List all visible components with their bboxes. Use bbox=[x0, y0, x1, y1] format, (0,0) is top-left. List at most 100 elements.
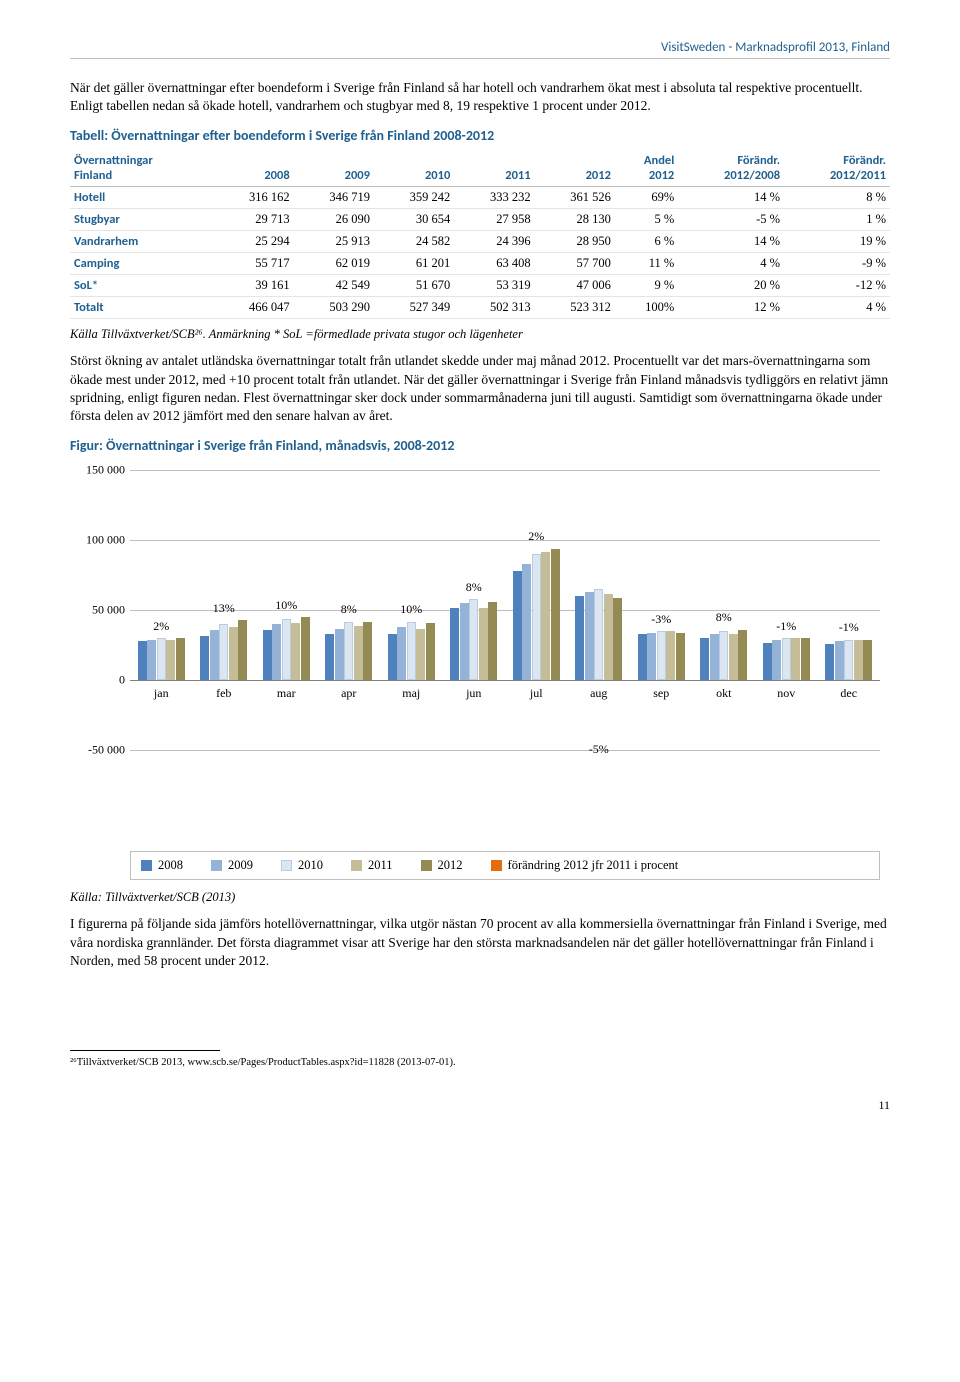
x-axis-label: sep bbox=[630, 686, 693, 701]
table-source-note: Källa Tillväxtverket/SCB²⁶. Anmärkning *… bbox=[70, 327, 890, 342]
month-group: 2% jan bbox=[130, 470, 193, 750]
month-group: -5%aug bbox=[568, 470, 631, 750]
bar bbox=[416, 629, 425, 681]
month-group: -1% dec bbox=[818, 470, 881, 750]
boendeform-table: ÖvernattningarFinland2008200920102011201… bbox=[70, 150, 890, 319]
bar bbox=[325, 634, 334, 680]
legend-item: 2012 bbox=[421, 858, 463, 873]
x-axis-label: jul bbox=[505, 686, 568, 701]
intro-paragraph-1: När det gäller övernattningar efter boen… bbox=[70, 79, 890, 115]
legend-item: 2010 bbox=[281, 858, 323, 873]
month-group: -3% sep bbox=[630, 470, 693, 750]
bar bbox=[729, 634, 738, 680]
col-header: 2010 bbox=[374, 150, 454, 187]
bar bbox=[354, 626, 363, 681]
bar bbox=[551, 549, 560, 681]
bar bbox=[479, 608, 488, 681]
month-group: -1% nov bbox=[755, 470, 818, 750]
bar bbox=[638, 634, 647, 680]
pct-change-label: 8% bbox=[341, 602, 357, 617]
bar bbox=[825, 644, 834, 680]
bar bbox=[176, 638, 185, 680]
legend-swatch bbox=[421, 860, 432, 871]
bar bbox=[335, 629, 344, 681]
bar bbox=[585, 592, 594, 680]
table-row: SoL*39 16142 54951 67053 31947 0069 %20 … bbox=[70, 275, 890, 297]
y-axis-label: 150 000 bbox=[70, 463, 125, 478]
bar bbox=[791, 638, 800, 680]
col-header: 2009 bbox=[294, 150, 374, 187]
x-axis-label: maj bbox=[380, 686, 443, 701]
bar bbox=[738, 630, 747, 680]
bar bbox=[138, 641, 147, 680]
x-axis-label: nov bbox=[755, 686, 818, 701]
paragraph-2: Störst ökning av antalet utländska övern… bbox=[70, 352, 890, 425]
bar bbox=[710, 634, 719, 680]
pct-change-label: -1% bbox=[839, 620, 859, 635]
legend-swatch bbox=[141, 860, 152, 871]
x-axis-label: feb bbox=[193, 686, 256, 701]
table-row: Camping55 71762 01961 20163 40857 70011 … bbox=[70, 253, 890, 275]
bar bbox=[676, 633, 685, 681]
x-axis-label: jan bbox=[130, 686, 193, 701]
x-axis-label: okt bbox=[693, 686, 756, 701]
pct-change-label: -3% bbox=[651, 612, 671, 627]
chart-legend: 20082009201020112012förändring 2012 jfr … bbox=[130, 851, 880, 880]
bar bbox=[763, 643, 772, 681]
legend-label: förändring 2012 jfr 2011 i procent bbox=[508, 858, 679, 873]
bar bbox=[782, 638, 791, 680]
footnote-26: ²⁶Tillväxtverket/SCB 2013, www.scb.se/Pa… bbox=[70, 1057, 890, 1068]
legend-label: 2008 bbox=[158, 858, 183, 873]
legend-swatch bbox=[281, 860, 292, 871]
bar bbox=[460, 603, 469, 680]
col-header: Förändr.2012/2011 bbox=[784, 150, 890, 187]
legend-label: 2010 bbox=[298, 858, 323, 873]
bar bbox=[594, 589, 603, 680]
bar bbox=[532, 554, 541, 680]
legend-label: 2009 bbox=[228, 858, 253, 873]
x-axis-label: apr bbox=[318, 686, 381, 701]
bar bbox=[719, 631, 728, 680]
col-header: 2011 bbox=[454, 150, 534, 187]
pct-change-label: -5% bbox=[589, 742, 609, 757]
pct-change-label: 13% bbox=[213, 601, 235, 616]
month-group: 10%mar bbox=[255, 470, 318, 750]
col-header: ÖvernattningarFinland bbox=[70, 150, 213, 187]
bar bbox=[835, 641, 844, 680]
x-axis-label: dec bbox=[818, 686, 881, 701]
legend-label: 2012 bbox=[438, 858, 463, 873]
month-group: 2% jul bbox=[505, 470, 568, 750]
bar bbox=[604, 594, 613, 681]
bar bbox=[657, 631, 666, 680]
bar bbox=[522, 564, 531, 680]
monthly-chart: -50 000050 000100 000150 0002%jan13%feb1… bbox=[70, 460, 890, 880]
y-axis-label: 0 bbox=[70, 673, 125, 688]
y-axis-label: -50 000 bbox=[70, 743, 125, 758]
legend-swatch bbox=[491, 860, 502, 871]
bar bbox=[291, 623, 300, 680]
pct-change-label: 2% bbox=[528, 529, 544, 544]
pct-change-label: 10% bbox=[400, 602, 422, 617]
col-header: Förändr.2012/2008 bbox=[678, 150, 784, 187]
table-row: Stugbyar29 71326 09030 65427 95828 1305 … bbox=[70, 209, 890, 231]
bar bbox=[700, 638, 709, 680]
bar bbox=[388, 634, 397, 680]
table-row: Totalt466 047503 290527 349502 313523 31… bbox=[70, 297, 890, 319]
bar bbox=[147, 640, 156, 681]
bar bbox=[301, 617, 310, 680]
bar bbox=[344, 622, 353, 681]
bar bbox=[157, 638, 166, 680]
pct-change-label: 2% bbox=[153, 619, 169, 634]
y-axis-label: 100 000 bbox=[70, 533, 125, 548]
pct-change-label: 10% bbox=[275, 598, 297, 613]
bar bbox=[210, 630, 219, 680]
y-axis-label: 50 000 bbox=[70, 603, 125, 618]
figure-title: Figur: Övernattningar i Sverige från Fin… bbox=[70, 437, 890, 454]
bar bbox=[426, 623, 435, 680]
bar bbox=[363, 622, 372, 681]
page-number: 11 bbox=[70, 1098, 890, 1113]
bar bbox=[450, 608, 459, 681]
pct-change-label: -1% bbox=[776, 619, 796, 634]
month-group: 8%okt bbox=[693, 470, 756, 750]
bar bbox=[469, 599, 478, 680]
